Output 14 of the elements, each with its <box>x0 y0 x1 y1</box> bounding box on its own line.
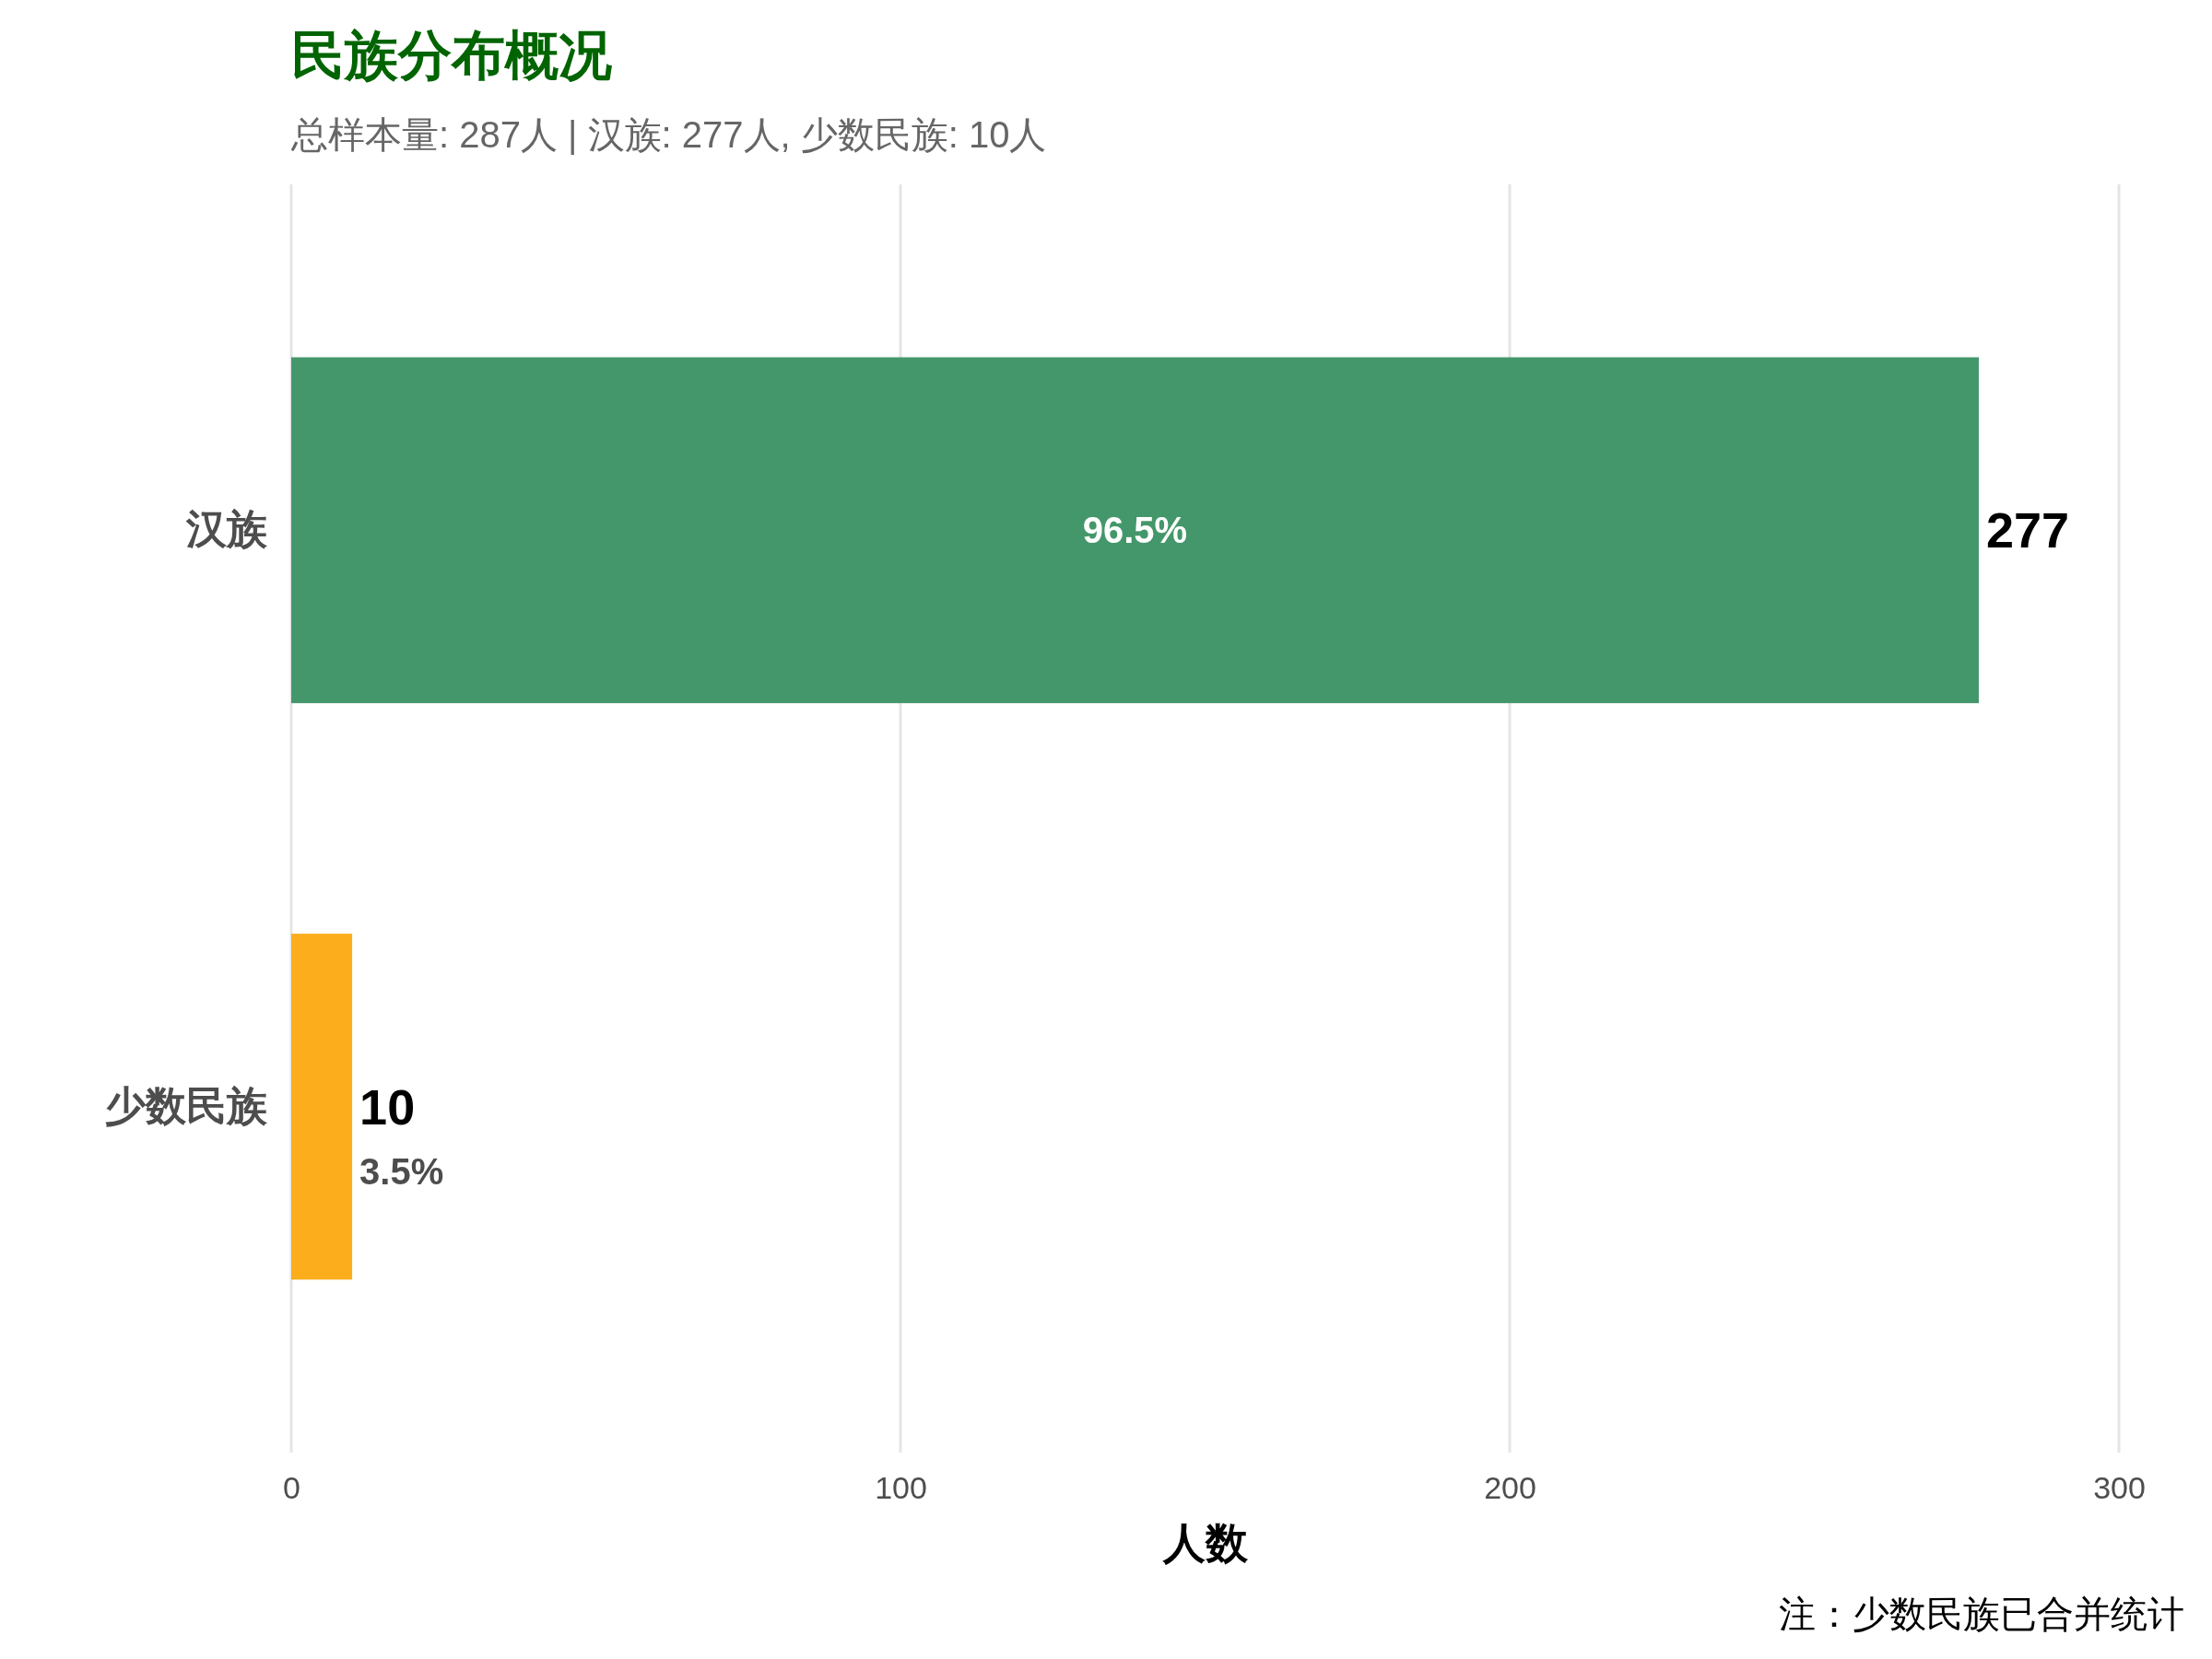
text: 注：少数民族已合并统计 <box>1779 1594 2184 1634</box>
x-axis-title: 人数 <box>1161 1519 1249 1567</box>
chart-subtitle: 总样本量: 287人 | 汉族: 277人, 少数民族: 10人 <box>290 114 1047 155</box>
x-tick-label: 200 <box>1484 1470 1536 1506</box>
y-tick-label: 汉族 <box>185 506 268 552</box>
data-label: 10 <box>359 1078 416 1135</box>
data-label: 277 <box>1985 502 2070 559</box>
x-tick-label: 0 <box>283 1470 300 1506</box>
x-tick-label: 100 <box>875 1470 927 1506</box>
annotation: 3.5% <box>359 1150 444 1192</box>
x-tick-label: 300 <box>2093 1470 2146 1506</box>
chart-title: 民族分布概况 <box>291 25 612 85</box>
y-tick-label: 少数民族 <box>105 1082 268 1128</box>
annotation: 96.5% <box>1082 510 1188 551</box>
